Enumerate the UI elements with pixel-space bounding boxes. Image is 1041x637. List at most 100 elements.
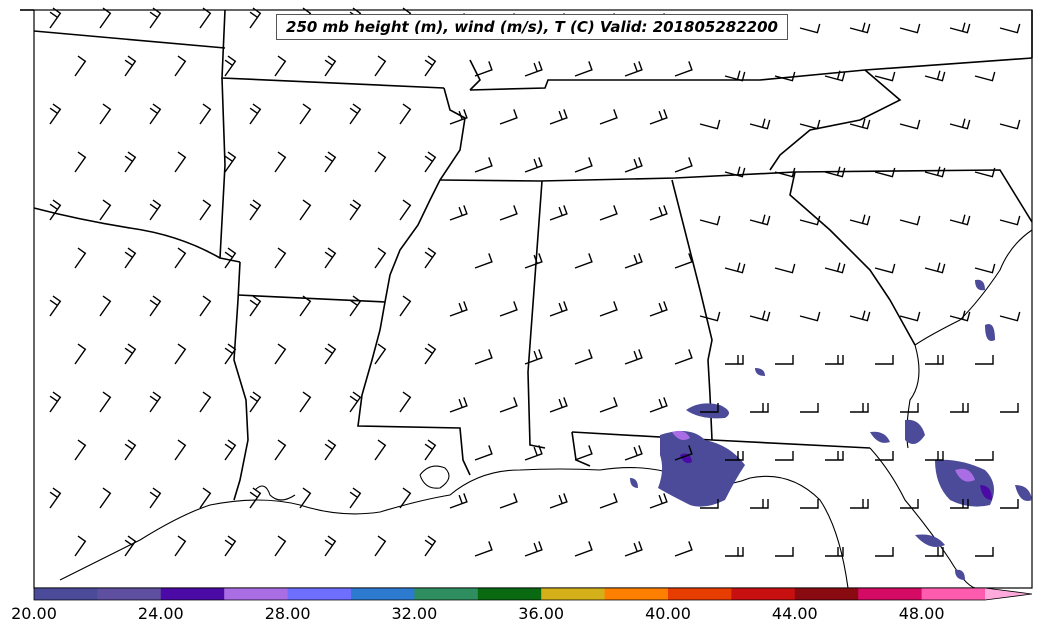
wind-barb bbox=[549, 205, 568, 221]
wind-barb bbox=[74, 343, 87, 365]
colorbar-segment bbox=[541, 588, 606, 600]
wind-barb bbox=[499, 205, 518, 221]
wind-barb bbox=[274, 343, 287, 365]
wind-barb bbox=[99, 103, 112, 125]
wind-barb bbox=[924, 166, 946, 178]
wind-barb bbox=[749, 214, 771, 226]
wind-barb bbox=[799, 23, 821, 34]
wind-barb bbox=[174, 535, 187, 557]
wind-barb bbox=[174, 439, 187, 461]
wind-barb bbox=[399, 391, 412, 413]
wind-barb bbox=[249, 7, 262, 29]
wind-barb bbox=[949, 118, 971, 130]
wind-barb bbox=[374, 151, 387, 173]
wind-barb bbox=[299, 295, 312, 317]
wind-barb bbox=[649, 205, 668, 221]
wind-barb bbox=[349, 295, 362, 317]
wind-barb bbox=[874, 167, 896, 178]
wind-barb bbox=[574, 541, 593, 557]
wind-barb bbox=[1000, 403, 1019, 413]
wind-barb bbox=[974, 167, 996, 178]
wind-barb bbox=[99, 199, 112, 221]
colorbar-tick-label: 36.00 bbox=[518, 604, 565, 623]
wind-barb bbox=[724, 70, 746, 82]
wind-barb bbox=[924, 70, 946, 82]
wind-barb bbox=[374, 55, 387, 77]
wind-barb bbox=[825, 451, 844, 461]
wind-barb bbox=[749, 310, 771, 322]
colorbar-segment bbox=[477, 588, 542, 600]
wind-barb bbox=[925, 355, 944, 365]
wind-barb bbox=[874, 71, 896, 82]
colorbar-segment bbox=[414, 588, 479, 600]
wind-barb bbox=[549, 493, 568, 509]
wind-barb bbox=[224, 247, 237, 269]
wind-barb bbox=[774, 263, 796, 274]
wind-barb bbox=[174, 247, 187, 269]
wind-barb bbox=[549, 397, 568, 413]
wind-barb bbox=[725, 547, 744, 557]
wind-barb bbox=[349, 199, 362, 221]
wind-barb bbox=[700, 403, 719, 413]
colorbar-segment bbox=[351, 588, 415, 600]
colorbar bbox=[33, 587, 1033, 601]
wind-barb bbox=[724, 166, 746, 178]
wind-barb bbox=[749, 118, 771, 130]
wind-barb bbox=[224, 151, 237, 173]
wind-barb bbox=[949, 310, 971, 322]
wind-barb bbox=[999, 23, 1021, 34]
wind-barb bbox=[599, 493, 618, 509]
wind-barb bbox=[124, 343, 137, 365]
wind-barb bbox=[574, 157, 593, 173]
map-title: 250 mb height (m), wind (m/s), T (C) Val… bbox=[276, 14, 788, 40]
wind-barb bbox=[249, 391, 262, 413]
wind-barb bbox=[799, 311, 821, 322]
wind-barb bbox=[399, 487, 412, 509]
wind-barb bbox=[74, 55, 87, 77]
wind-barb bbox=[74, 535, 87, 557]
wind-barb bbox=[674, 541, 693, 557]
wind-barb bbox=[449, 301, 468, 317]
wind-barb bbox=[49, 103, 62, 125]
colorbar-segment bbox=[921, 588, 986, 600]
wind-barb bbox=[649, 493, 668, 509]
wind-barb bbox=[900, 499, 919, 509]
wind-barb bbox=[800, 499, 819, 509]
wind-barb bbox=[49, 487, 62, 509]
wind-barb bbox=[699, 311, 721, 322]
wind-barb bbox=[974, 71, 996, 82]
wind-barb bbox=[474, 61, 493, 77]
colorbar-segment bbox=[287, 588, 352, 600]
wind-barb bbox=[99, 487, 112, 509]
wind-barb bbox=[549, 109, 568, 125]
colorbar-tick-label: 24.00 bbox=[137, 604, 184, 623]
wind-barb bbox=[324, 151, 337, 173]
wind-barb bbox=[324, 55, 337, 77]
colorbar-segment bbox=[858, 588, 923, 600]
wind-barb bbox=[649, 397, 668, 413]
wind-barb bbox=[849, 310, 871, 322]
wind-barb bbox=[999, 311, 1021, 322]
wind-barb bbox=[449, 109, 468, 125]
wind-barb bbox=[599, 301, 618, 317]
wind-barb bbox=[824, 262, 846, 274]
wind-barb bbox=[824, 70, 846, 82]
wind-barb bbox=[599, 205, 618, 221]
wind-barb bbox=[799, 119, 821, 130]
wind-barb bbox=[449, 205, 468, 221]
wind-barb bbox=[700, 499, 719, 509]
wind-barb bbox=[149, 391, 162, 413]
wind-barb bbox=[750, 403, 769, 413]
wind-barb bbox=[725, 451, 744, 461]
wind-barb bbox=[775, 547, 794, 557]
wind-barb bbox=[474, 541, 493, 557]
wind-barb bbox=[399, 199, 412, 221]
wind-barb bbox=[649, 301, 668, 317]
wind-barb bbox=[349, 103, 362, 125]
wind-barb bbox=[949, 214, 971, 226]
wind-barb bbox=[124, 55, 137, 77]
wind-barb bbox=[599, 397, 618, 413]
wind-barb bbox=[524, 253, 543, 269]
wind-barb bbox=[49, 391, 62, 413]
